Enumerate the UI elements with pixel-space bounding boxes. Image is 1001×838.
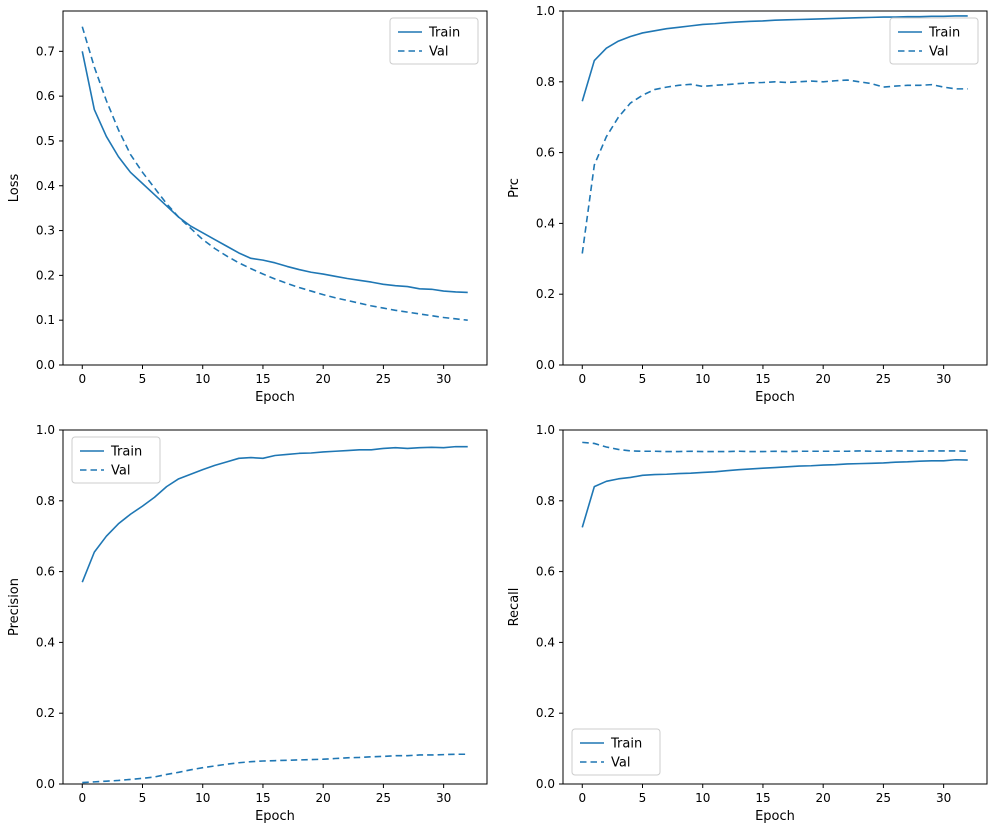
x-tick-label: 20 [816,791,831,805]
val-line [81,26,468,321]
y-tick-label: 0.8 [36,494,55,508]
train-line [81,445,468,583]
y-axis-label: Recall [507,588,522,627]
y-tick-label: 0.0 [536,358,555,372]
y-tick-label: 0.8 [536,494,555,508]
y-tick-label: 0.2 [536,287,555,301]
recall-plot: 0 5 10 15 20 25 30 0.0 0.2 0.4 0.6 0.8 1.0 Epoch Recal… [507,423,988,824]
prc-plot: 0 5 10 15 20 25 30 0.0 0.2 0.4 0.6 0.8 1.0 Epoch Prc Tr… [507,4,988,405]
train-line [81,51,468,294]
axes-frame [562,429,988,785]
precision-plot: 0 5 10 15 20 25 30 0.0 0.2 0.4 0.6 0.8 1.0 Epoch Preci… [7,423,488,824]
legend: Train Val [571,728,661,776]
y-axis-label: Prc [507,178,522,198]
axes-frame [62,10,488,366]
legend-box [389,17,479,65]
x-tick-label: 5 [139,372,147,386]
x-tick-label: 25 [376,791,391,805]
x-tick-label: 0 [578,791,586,805]
x-axis-label: Epoch [755,390,795,405]
x-tick-label: 20 [316,791,331,805]
legend-val-label: Val [429,45,448,60]
legend-box [889,17,979,65]
x-tick-label: 0 [78,791,86,805]
y-axis-label: Precision [7,578,22,636]
y-tick-label: 0.8 [536,75,555,89]
y-tick-label: 0.7 [36,44,55,58]
x-tick-label: 10 [195,372,210,386]
y-tick-label: 0.6 [36,565,55,579]
recall-chart: 0 5 10 15 20 25 30 0.0 0.2 0.4 0.6 0.8 1.0 Epoch Recal… [500,419,1000,838]
x-tick-label: 30 [436,372,451,386]
val-line [82,753,468,784]
x-tick-label: 5 [139,791,147,805]
x-tick-label: 15 [255,372,270,386]
legend: Train Val [71,436,161,484]
y-tick-label: 0.6 [36,89,55,103]
y-tick-label: 0.1 [36,313,55,327]
y-tick-label: 0.4 [536,635,555,649]
y-tick-label: 0.4 [536,216,555,230]
legend: Train Val [889,17,979,65]
x-tick-label: 30 [936,372,951,386]
y-tick-label: 1.0 [36,423,55,437]
x-tick-label: 25 [376,372,391,386]
legend-box [71,436,161,484]
loss-plot: 0 5 10 15 20 25 30 0.0 0.1 0.2 0.3 0.4 0.5 0.6 0.7 Epoc… [7,10,488,405]
y-tick-label: 0.2 [36,706,55,720]
x-tick-label: 25 [876,372,891,386]
train-line [581,458,968,528]
y-axis-label: Loss [7,174,22,203]
y-tick-label: 0.5 [36,134,55,148]
y-tick-label: 0.0 [36,777,55,791]
y-tick-label: 0.0 [536,777,555,791]
legend-train-label: Train [428,26,460,41]
x-tick-label: 10 [695,372,710,386]
y-tick-label: 0.4 [36,179,55,193]
legend-val-label: Val [611,756,630,771]
x-tick-label: 0 [78,372,86,386]
axes-frame [62,429,488,785]
x-tick-label: 25 [876,791,891,805]
axes-frame [562,10,988,366]
y-tick-label: 0.3 [36,224,55,238]
y-tick-label: 0.6 [536,565,555,579]
y-tick-label: 0.0 [36,358,55,372]
y-tick-label: 0.2 [536,706,555,720]
x-tick-label: 5 [639,372,647,386]
x-tick-label: 15 [755,372,770,386]
loss-chart: 0 5 10 15 20 25 30 0.0 0.1 0.2 0.3 0.4 0.5 0.6 0.7 Epoc… [0,0,500,419]
train-line [581,15,968,102]
y-tick-label: 1.0 [536,423,555,437]
x-tick-label: 0 [578,372,586,386]
prc-chart: 0 5 10 15 20 25 30 0.0 0.2 0.4 0.6 0.8 1.0 Epoch Prc Tr… [500,0,1000,419]
precision-chart: 0 5 10 15 20 25 30 0.0 0.2 0.4 0.6 0.8 1.0 Epoch Preci… [0,419,500,838]
y-tick-label: 0.2 [36,268,55,282]
legend-train-label: Train [110,445,142,460]
x-tick-label: 5 [639,791,647,805]
x-tick-label: 20 [816,372,831,386]
x-axis-label: Epoch [255,390,295,405]
val-line [582,441,968,453]
legend-val-label: Val [929,45,948,60]
y-tick-label: 0.4 [36,635,55,649]
x-axis-label: Epoch [755,809,795,824]
legend-val-label: Val [111,464,130,479]
y-tick-label: 0.6 [536,146,555,160]
legend: Train Val [389,17,479,65]
x-tick-label: 30 [936,791,951,805]
legend-box [571,728,661,776]
x-axis-label: Epoch [255,809,295,824]
x-tick-label: 30 [436,791,451,805]
legend-train-label: Train [928,26,960,41]
x-tick-label: 15 [255,791,270,805]
x-tick-label: 20 [316,372,331,386]
x-tick-label: 15 [755,791,770,805]
y-tick-label: 1.0 [536,4,555,18]
val-line [581,79,968,254]
x-tick-label: 10 [695,791,710,805]
x-tick-label: 10 [195,791,210,805]
legend-train-label: Train [610,737,642,752]
